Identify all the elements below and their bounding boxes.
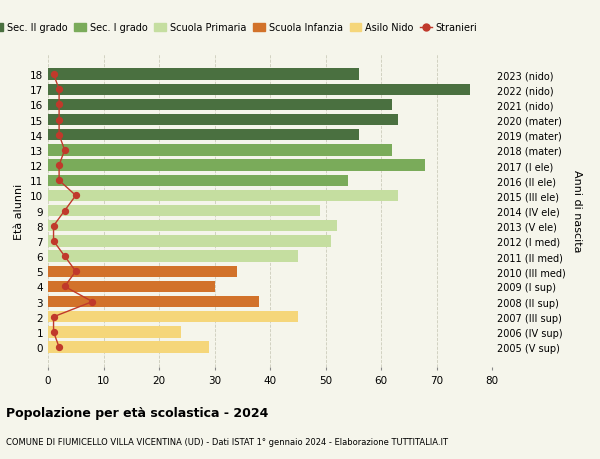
Bar: [48, 341, 209, 353]
Bar: [48, 190, 398, 202]
Point: [71, 268, 80, 275]
Point: [71, 192, 80, 200]
Bar: [48, 221, 337, 232]
Bar: [48, 69, 359, 81]
Bar: [48, 236, 331, 247]
Legend: Sec. II grado, Sec. I grado, Scuola Primaria, Scuola Infanzia, Asilo Nido, Stran: Sec. II grado, Sec. I grado, Scuola Prim…: [0, 19, 481, 37]
Point: [54, 117, 64, 124]
Bar: [48, 266, 236, 277]
Y-axis label: Anni di nascita: Anni di nascita: [572, 170, 582, 252]
Bar: [48, 281, 215, 292]
Point: [49, 329, 58, 336]
Point: [60, 147, 70, 154]
Point: [49, 313, 58, 321]
Bar: [48, 175, 348, 186]
Bar: [48, 296, 259, 308]
Point: [49, 71, 58, 78]
Point: [54, 162, 64, 169]
Bar: [48, 251, 298, 262]
Point: [88, 298, 97, 306]
Bar: [48, 100, 392, 111]
Point: [54, 86, 64, 94]
Point: [54, 177, 64, 185]
Point: [60, 283, 70, 291]
Point: [54, 101, 64, 109]
Point: [54, 132, 64, 139]
Point: [60, 207, 70, 215]
Text: COMUNE DI FIUMICELLO VILLA VICENTINA (UD) - Dati ISTAT 1° gennaio 2024 - Elabora: COMUNE DI FIUMICELLO VILLA VICENTINA (UD…: [6, 437, 448, 446]
Point: [60, 253, 70, 260]
Bar: [48, 130, 359, 141]
Point: [49, 223, 58, 230]
Bar: [48, 84, 470, 96]
Bar: [48, 145, 392, 156]
Text: Popolazione per età scolastica - 2024: Popolazione per età scolastica - 2024: [6, 406, 268, 419]
Y-axis label: Età alunni: Età alunni: [14, 183, 25, 239]
Bar: [48, 206, 320, 217]
Point: [54, 344, 64, 351]
Bar: [48, 115, 398, 126]
Point: [49, 238, 58, 245]
Bar: [48, 326, 181, 338]
Bar: [48, 160, 425, 171]
Bar: [48, 311, 298, 323]
